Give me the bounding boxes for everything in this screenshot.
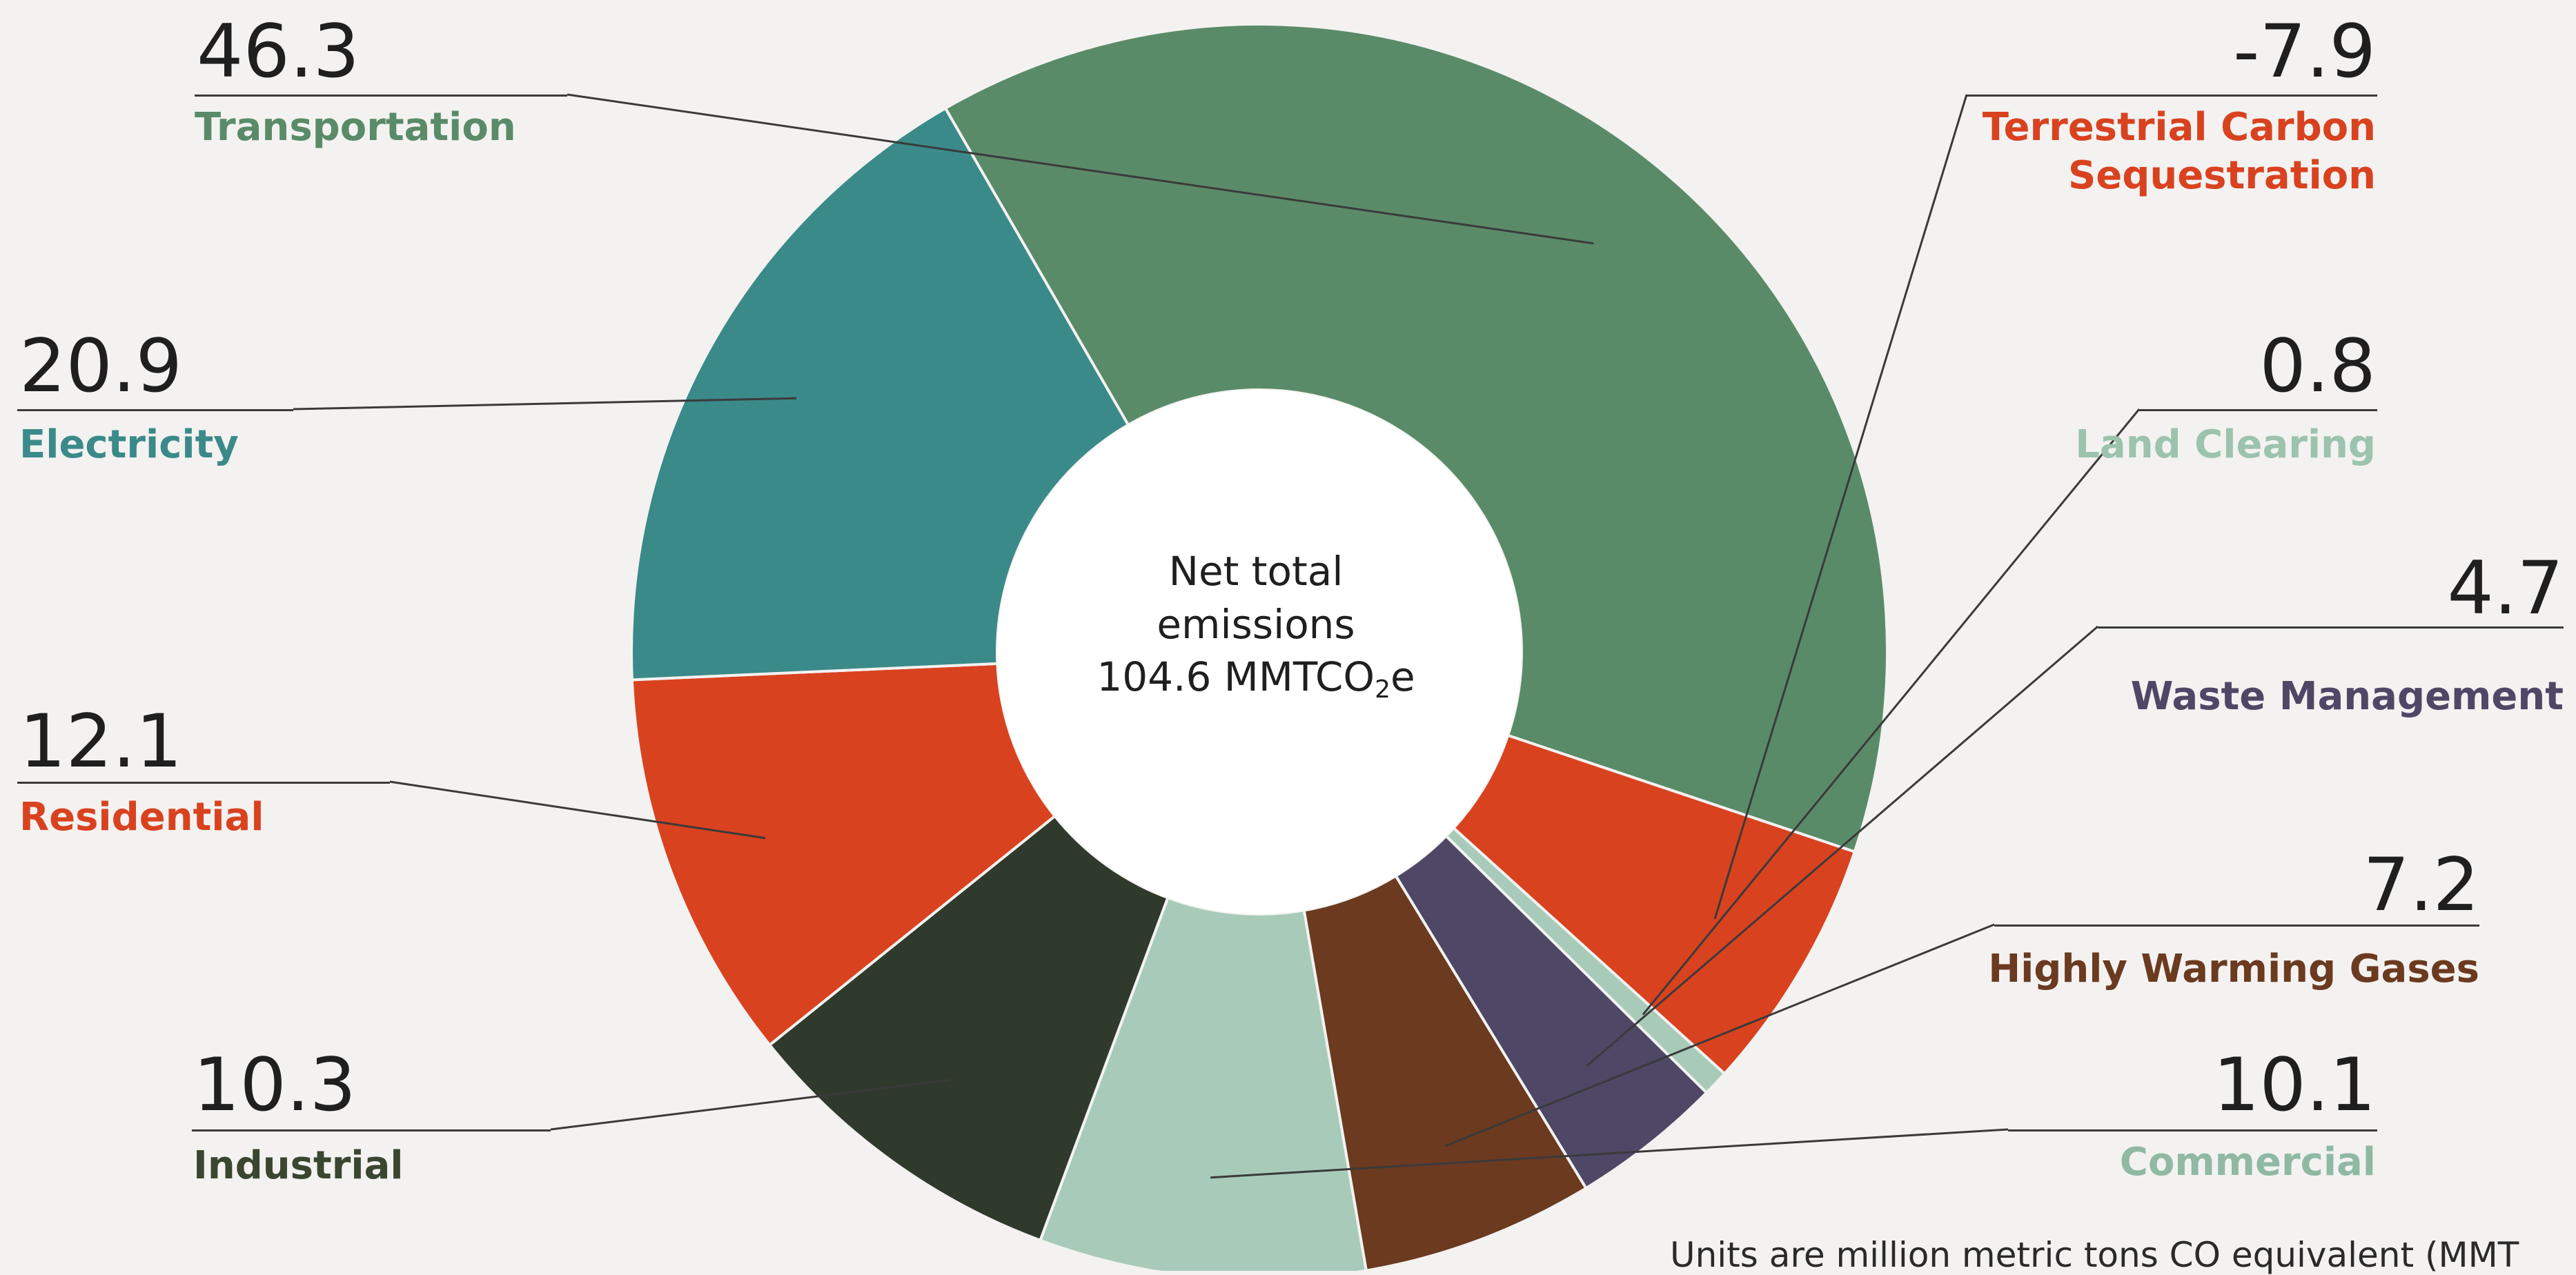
- units-note: Units are million metric tons CO equival…: [1670, 1235, 2519, 1275]
- category-label-terrestrial-carbon-sequestration: Terrestrial Carbon Sequestration: [1983, 103, 2376, 200]
- center-label-line2: emissions: [1157, 600, 1355, 648]
- leader-line-commercial: [1210, 1128, 2009, 1179]
- leader-line-electricity: [293, 397, 797, 411]
- leader-line-transportation: [567, 93, 1594, 245]
- label-rule-electricity: [17, 409, 293, 411]
- label-rule-residential: [17, 782, 390, 784]
- leader-line-industrial: [550, 1078, 951, 1131]
- category-label-commercial: Commercial: [2119, 1140, 2376, 1185]
- center-total-label: Net total emissions 104.6 MMTCO2e: [1049, 545, 1463, 706]
- category-label-transportation: Transportation: [195, 105, 516, 150]
- category-label-electricity: Electricity: [19, 422, 239, 467]
- value-label-industrial: 10.3: [193, 1042, 357, 1127]
- category-label-terrestrial-carbon-sequestration-line1: Terrestrial Carbon: [1982, 105, 2376, 150]
- leader-line-residential: [389, 780, 766, 840]
- center-label-total: 104.6 MMTCO: [1097, 653, 1375, 701]
- label-rule-terrestrial-carbon-sequestration: [1967, 95, 2377, 97]
- value-label-waste-management: 4.7: [2447, 546, 2564, 631]
- value-label-electricity: 20.9: [19, 324, 183, 408]
- category-label-highly-warming-gases: Highly Warming Gases: [1988, 947, 2479, 991]
- label-rule-waste-management: [2098, 626, 2564, 629]
- center-label-line3: 104.6 MMTCO2e: [1049, 651, 1463, 706]
- label-rule-industrial: [192, 1129, 551, 1131]
- category-label-residential: Residential: [19, 795, 264, 840]
- center-label-suffix: e: [1390, 653, 1415, 701]
- donut-center-hole: [997, 390, 1522, 914]
- donut-slice-electricity: [630, 106, 1130, 682]
- label-rule-transportation: [195, 95, 567, 97]
- value-label-residential: 12.1: [19, 699, 183, 784]
- value-label-commercial: 10.1: [2212, 1042, 2376, 1127]
- label-rule-commercial: [2008, 1129, 2377, 1131]
- leader-line-terrestrial-carbon-sequestration: [1713, 94, 1968, 920]
- leader-line-waste-management: [1586, 625, 2098, 1067]
- category-label-industrial: Industrial: [193, 1143, 404, 1188]
- center-label-line1: Net total: [1168, 548, 1344, 595]
- value-label-highly-warming-gases: 7.2: [2363, 842, 2479, 927]
- leader-line-highly-warming-gases: [1444, 923, 1995, 1147]
- leader-line-land-clearing: [1642, 408, 2141, 1016]
- value-label-transportation: 46.3: [197, 9, 360, 94]
- label-rule-land-clearing: [2139, 409, 2377, 411]
- value-label-terrestrial-carbon-sequestration: -7.9: [2233, 9, 2376, 94]
- value-label-land-clearing: 0.8: [2259, 324, 2376, 408]
- center-label-subscript: 2: [1375, 675, 1390, 704]
- category-label-waste-management: Waste Management: [2130, 674, 2564, 719]
- label-rule-highly-warming-gases: [1994, 925, 2479, 927]
- category-label-land-clearing: Land Clearing: [2075, 422, 2376, 467]
- category-label-terrestrial-carbon-sequestration-line2: Sequestration: [2067, 153, 2376, 198]
